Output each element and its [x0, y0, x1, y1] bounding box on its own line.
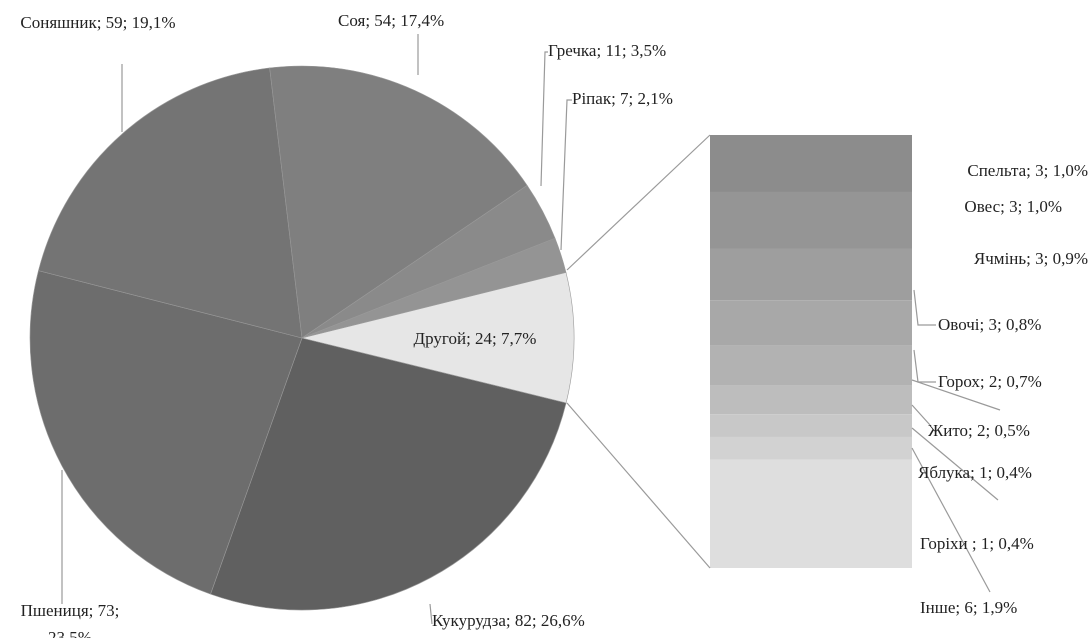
- data-label: Другой; 24; 7,7%: [414, 329, 537, 348]
- leader-lines: [61, 34, 1001, 625]
- bar-segment: [710, 191, 912, 249]
- leader-line: [911, 447, 991, 593]
- bar-segment: [710, 300, 912, 346]
- bar-data-label: Ячмінь; 3; 0,9%: [974, 249, 1088, 268]
- connector-line: [566, 402, 711, 569]
- data-label: Соняшник; 59; 19,1%: [20, 13, 176, 32]
- data-label: Ріпак; 7; 2,1%: [572, 89, 673, 108]
- bar-data-label: Горох; 2; 0,7%: [938, 372, 1042, 391]
- bar-segment: [710, 135, 912, 192]
- leader-line: [913, 349, 936, 383]
- bar-data-label: Яблука; 1; 0,4%: [918, 463, 1032, 482]
- pie-slice: [29, 270, 303, 595]
- pie-slice: [301, 272, 575, 404]
- data-label-box: Соняшник; 59; 19,1%: [20, 13, 176, 32]
- data-label: Гречка; 11; 3,5%: [548, 41, 666, 60]
- bar-stack: [710, 135, 912, 568]
- leader-line: [911, 404, 931, 426]
- bar-data-label: Жито; 2; 0,5%: [928, 421, 1030, 440]
- data-label-box: Пшениця; 73; 23,5%: [20, 601, 120, 638]
- bar-data-label: Інше; 6; 1,9%: [920, 598, 1017, 617]
- bar-data-label: Горіхи ; 1; 0,4%: [920, 534, 1034, 553]
- pie: [29, 65, 575, 611]
- data-label: Кукурудза; 82; 26,6%: [432, 611, 585, 630]
- pie-slice: [38, 67, 303, 339]
- bar-data-label: Овес; 3; 1,0%: [964, 197, 1062, 216]
- leader-line: [911, 427, 999, 501]
- bar-segment: [710, 436, 912, 460]
- bar-segment: [710, 345, 912, 386]
- bar-data-label: Спельта; 3; 1,0%: [967, 161, 1088, 180]
- bar-segment: [710, 385, 912, 415]
- connector-line: [566, 134, 711, 271]
- data-label: Пшениця; 73; 23,5%: [20, 601, 120, 638]
- bar-data-label: Овочі; 3; 0,8%: [938, 315, 1041, 334]
- pie-slice: [210, 337, 567, 611]
- leader-line: [540, 51, 548, 187]
- bar-segment: [710, 248, 912, 301]
- bar-segment: [710, 414, 912, 437]
- leader-line: [911, 379, 1001, 411]
- pie-slice: [269, 65, 528, 339]
- data-label: Соя; 54; 17,4%: [338, 11, 444, 30]
- bar-segment: [710, 459, 912, 568]
- leader-line: [560, 99, 572, 251]
- leader-line: [913, 289, 936, 326]
- leader-line: [429, 603, 433, 625]
